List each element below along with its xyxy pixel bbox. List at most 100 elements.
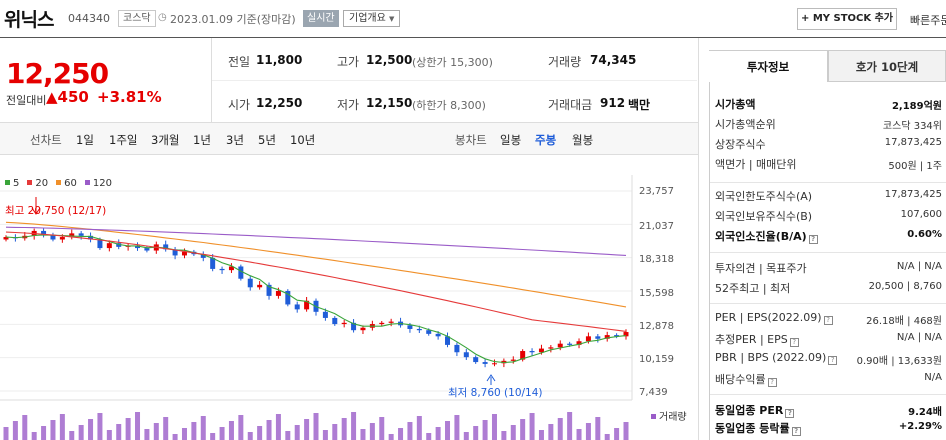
high-label: 고가: [337, 55, 360, 69]
info-key: 외국인소진율(B/A): [715, 230, 807, 243]
candle-body: [407, 325, 413, 329]
candle-body: [491, 363, 497, 365]
info-value: 9.24배: [908, 407, 942, 418]
info-value: N/A | N/A: [896, 332, 942, 343]
tab-line-5[interactable]: 5년: [258, 133, 276, 147]
info-key: 외국인보유주식수(B): [715, 210, 813, 223]
change-percent: +3.81%: [97, 88, 162, 106]
candle-body: [604, 335, 610, 339]
live-badge: 실시간: [303, 10, 339, 27]
trade-amount-unit: 백만: [628, 98, 651, 112]
candle-body: [88, 235, 94, 240]
help-doc-icon[interactable]: ?: [828, 356, 838, 365]
candle-body: [275, 290, 281, 296]
trade-amount-label: 거래대금: [548, 98, 593, 112]
tab-candle-1[interactable]: 주봉: [535, 133, 557, 147]
volume-bar: [172, 434, 178, 440]
upper-limit: (상한가 15,300): [412, 56, 493, 69]
volume-bar: [426, 433, 432, 440]
volume-bar: [463, 432, 469, 440]
candle-body: [219, 268, 225, 271]
legend-swatch: [84, 180, 90, 185]
chevron-down-icon: ▼: [389, 15, 395, 23]
tab-order-book[interactable]: 호가 10단계: [828, 50, 946, 82]
open-value: 12,250: [256, 96, 303, 110]
volume-bar: [557, 418, 563, 440]
info-key: 시가총액순위: [715, 118, 776, 131]
tab-candle-2[interactable]: 월봉: [572, 133, 594, 147]
volume-bar: [473, 426, 479, 440]
tab-line-1[interactable]: 1주일: [109, 133, 138, 147]
info-label: 동일업종 등락률?: [715, 420, 801, 436]
candle-body: [3, 237, 9, 240]
candle-body: [200, 254, 206, 258]
volume-bar: [501, 431, 507, 440]
info-label: 상장주식수: [715, 136, 766, 152]
overview-label: 기업개요: [349, 13, 386, 24]
candle-body: [454, 344, 460, 353]
candle-body: [557, 343, 563, 348]
info-key: 외국인한도주식수(A): [715, 190, 813, 203]
tab-line-0[interactable]: 1일: [76, 133, 94, 147]
chart-tab-bar: [0, 123, 698, 154]
info-value: 0.90배 | 13,633원: [856, 356, 942, 367]
legend-item-3: 120: [84, 178, 112, 189]
candle-chart-label: 봉차트: [455, 133, 487, 147]
candle-body: [351, 322, 357, 331]
candle-body: [548, 347, 554, 349]
candle-body: [426, 330, 432, 334]
info-key: 투자의견 | 목표주가: [715, 262, 807, 275]
tab-candle-0[interactable]: 일봉: [500, 133, 522, 147]
tab-line-3[interactable]: 1년: [193, 133, 211, 147]
info-key: 동일업종 PER: [715, 404, 784, 417]
volume-bar: [50, 420, 56, 440]
tab-line-6[interactable]: 10년: [290, 133, 316, 147]
help-doc-icon[interactable]: ?: [791, 427, 801, 436]
tab-line-2[interactable]: 3개월: [151, 133, 180, 147]
candle-body: [304, 300, 310, 310]
candle-body: [97, 239, 103, 249]
tab-invest-info[interactable]: 투자정보: [709, 50, 828, 82]
volume-bar: [78, 425, 84, 440]
candle-body: [247, 278, 253, 288]
info-value: N/A: [924, 372, 942, 383]
volume-legend: 거래량: [651, 408, 687, 423]
info-value: 코스닥 334위: [882, 121, 942, 132]
info-label: 외국인소진율(B/A)?: [715, 228, 818, 244]
quick-order-link[interactable]: 빠른주문: [910, 14, 946, 27]
candle-body: [163, 244, 169, 250]
volume-bar: [435, 427, 441, 440]
market-badge: 코스닥: [118, 10, 156, 27]
volume-bar: [228, 421, 234, 440]
candle-body: [50, 234, 56, 240]
info-label: 외국인한도주식수(A): [715, 188, 812, 204]
volume-bar: [520, 419, 526, 440]
add-mystock-button[interactable]: + MY STOCK 추가: [797, 8, 897, 30]
volume-bar: [482, 420, 488, 440]
volume-bar: [576, 429, 582, 440]
info-label: 외국인보유주식수(B): [715, 208, 812, 224]
ma-line-20: [5, 231, 627, 332]
price-chart[interactable]: [0, 155, 698, 440]
company-overview-dropdown[interactable]: 기업개요 ▼: [343, 10, 401, 27]
volume-bar: [623, 422, 629, 440]
candle-body: [238, 266, 244, 279]
info-key: 동일업종 등락률: [715, 422, 790, 435]
stock-code: 044340: [68, 12, 110, 25]
volume-bar: [416, 416, 422, 440]
volume-bar: [351, 412, 357, 440]
help-doc-icon[interactable]: ?: [789, 338, 799, 347]
volume-bar: [454, 415, 460, 440]
high-value: 12,500: [366, 53, 413, 67]
help-doc-icon[interactable]: ?: [808, 235, 818, 244]
legend-swatch: [56, 180, 62, 185]
candle-body: [473, 357, 479, 363]
help-doc-icon[interactable]: ?: [785, 409, 795, 418]
tab-line-4[interactable]: 3년: [226, 133, 244, 147]
volume-bar: [294, 425, 300, 440]
volume-bar: [210, 433, 216, 440]
help-doc-icon[interactable]: ?: [767, 378, 777, 387]
volume-bar: [97, 413, 103, 440]
volume-bar: [332, 424, 338, 440]
help-doc-icon[interactable]: ?: [823, 316, 833, 325]
